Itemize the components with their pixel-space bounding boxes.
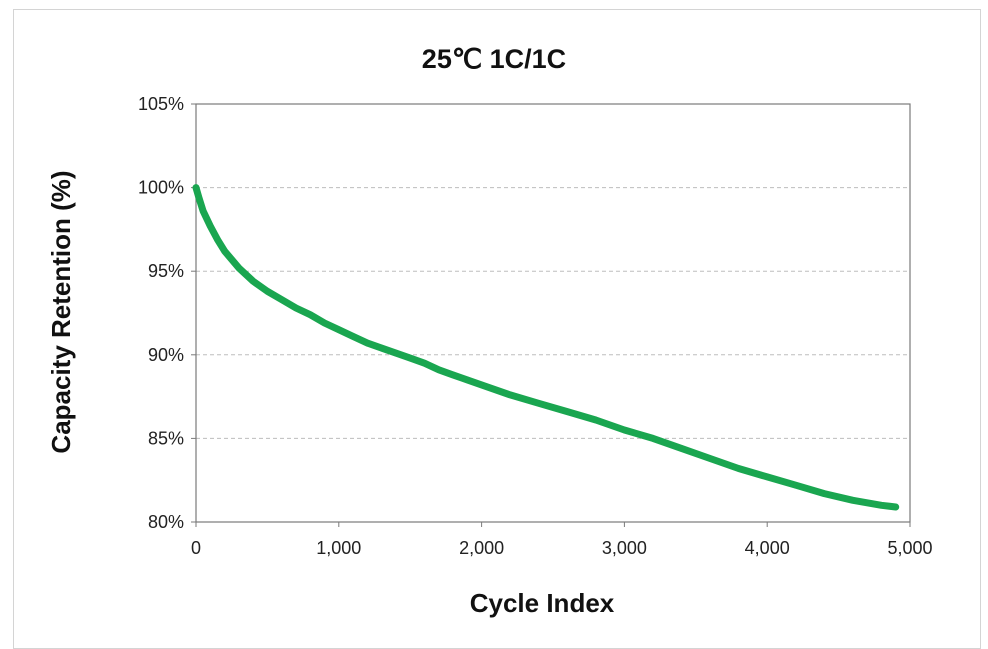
data-point [592,416,600,424]
x-axis: 0 1,000 2,000 3,000 4,000 5,000 [191,522,933,558]
chart-title: 25℃ 1C/1C [421,44,567,74]
x-tick-label: 3,000 [602,538,647,558]
x-tick-label: 4,000 [745,538,790,558]
plot-area [195,103,911,523]
x-tick-label: 1,000 [316,538,361,558]
data-point [364,339,371,347]
y-tick-label: 80% [148,512,184,532]
data-point [249,278,257,285]
data-point [221,247,228,255]
data-point [506,391,514,399]
y-tick-label: 90% [148,345,184,365]
data-point [199,207,207,215]
data-point [335,326,342,333]
x-tick-label: 5,000 [887,538,932,558]
data-point [207,222,214,230]
data-point [564,408,571,415]
data-point [235,264,243,272]
data-point [735,465,742,472]
data-point [307,311,314,318]
x-tick-label: 0 [191,538,201,558]
data-point [706,455,714,462]
data-point [292,304,300,312]
data-point [621,426,628,434]
x-axis-title: Cycle Index [470,588,615,618]
data-point [649,435,657,442]
data-point [535,400,542,407]
y-tick-label: 100% [138,178,184,198]
y-tick-label: 105% [138,94,184,114]
data-point [821,490,828,497]
data-point [449,371,457,379]
y-axis: 80% 85% 90% 95% 100% 105% [138,94,196,532]
series-group [192,184,900,511]
data-point [421,359,428,367]
data-point [214,236,221,243]
x-tick-label: 2,000 [459,538,504,558]
data-point [378,344,385,352]
data-point [878,502,885,509]
data-point [849,497,857,504]
y-tick-label: 95% [148,261,184,281]
data-point [349,333,357,340]
y-tick-label: 85% [148,428,184,448]
data-point [278,296,285,303]
data-point [392,349,400,357]
data-point [321,319,328,327]
data-point [435,366,442,374]
data-point [192,184,200,191]
data-point [264,288,271,295]
series-line [192,184,900,511]
data-point [792,482,799,489]
data-point [407,354,414,362]
data-point [464,376,471,384]
data-point [892,503,899,511]
grid-lines [196,187,910,439]
data-point [678,445,685,452]
data-point [195,194,203,201]
y-axis-title: Capacity Retention (%) [46,170,76,453]
data-point [478,381,485,389]
data-point [764,473,771,481]
